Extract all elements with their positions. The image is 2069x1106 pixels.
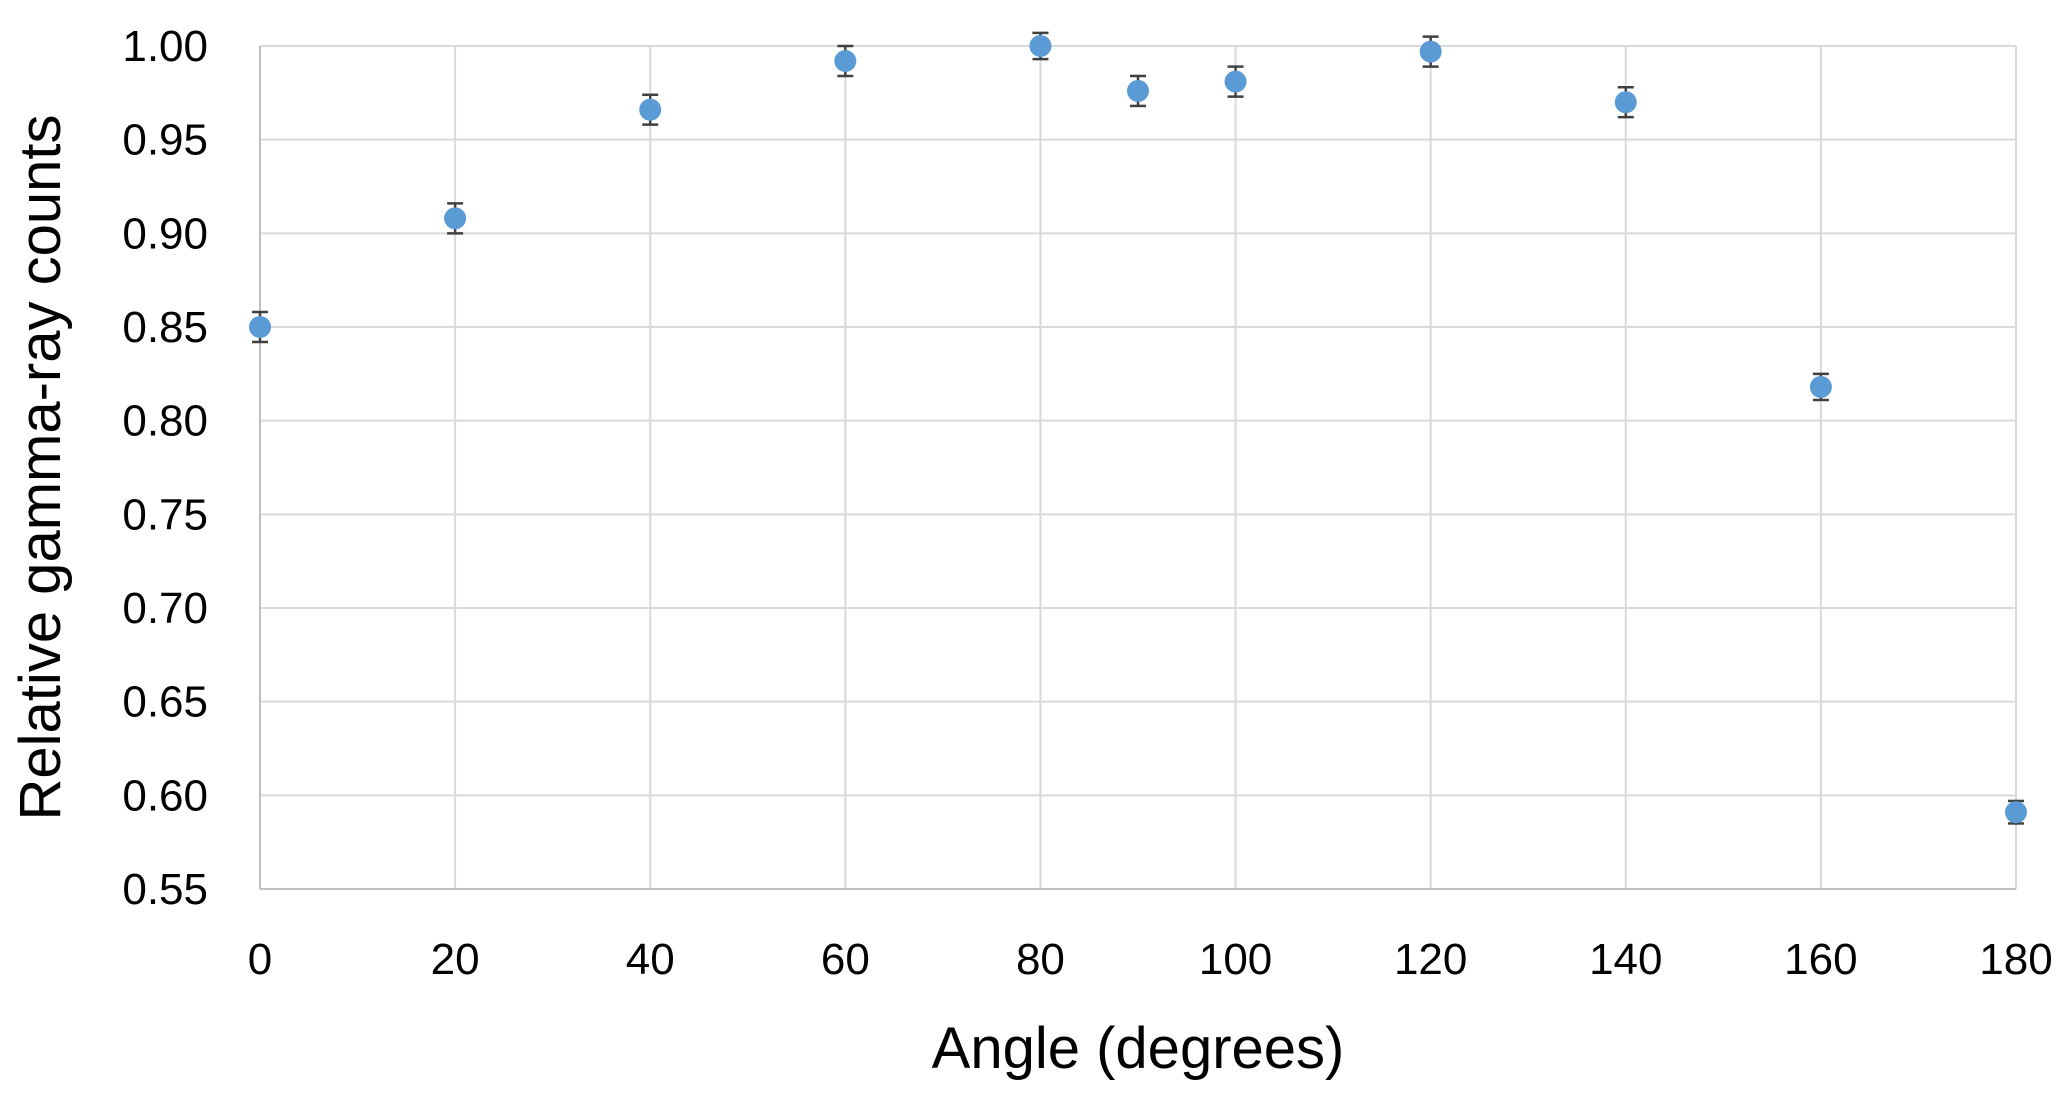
y-tick-label: 0.85	[122, 303, 208, 352]
x-tick-label: 140	[1589, 935, 1662, 984]
grid-lines	[260, 45, 2017, 889]
data-points	[249, 35, 2027, 824]
data-point	[1419, 40, 1442, 63]
x-tick-label: 80	[1016, 935, 1065, 984]
data-point	[1127, 79, 1149, 102]
x-tick-label: 180	[1979, 935, 2052, 984]
x-tick-label: 120	[1394, 935, 1467, 984]
axes	[259, 46, 2016, 890]
data-point	[1224, 70, 1247, 93]
x-axis-title: Angle (degrees)	[932, 1016, 1345, 1081]
y-tick-label: 0.75	[122, 490, 208, 539]
y-tick-label: 0.65	[122, 678, 208, 727]
error-bars	[252, 31, 2024, 825]
y-tick-label: 0.80	[122, 397, 208, 446]
y-tick-label: 1.00	[122, 22, 208, 71]
y-tick-label: 0.55	[122, 865, 208, 914]
y-axis-title: Relative gamma-ray counts	[8, 115, 73, 821]
y-tick-label: 0.70	[122, 584, 208, 633]
x-tick-label: 20	[431, 935, 480, 984]
data-point	[1029, 35, 1052, 57]
x-tick-label: 160	[1784, 935, 1857, 984]
x-tick-labels: 0 20 40 60 80 100 120 140 160 180	[248, 935, 2053, 984]
data-point	[639, 98, 662, 121]
y-tick-label: 0.95	[122, 116, 208, 165]
y-tick-labels: 0.55 0.60 0.65 0.70 0.75 0.80 0.85 0.90 0.95 1.00	[122, 22, 208, 914]
x-tick-label: 40	[626, 935, 675, 984]
x-tick-label: 0	[248, 935, 272, 984]
x-tick-label: 100	[1199, 935, 1272, 984]
data-point	[834, 49, 857, 72]
y-tick-label: 0.90	[122, 209, 208, 258]
x-tick-label: 60	[821, 935, 870, 984]
data-point	[249, 316, 271, 338]
y-tick-label: 0.60	[122, 771, 208, 820]
data-point	[1809, 375, 1832, 398]
data-point	[2005, 801, 2027, 824]
data-point	[1614, 91, 1637, 114]
data-point	[444, 207, 467, 230]
